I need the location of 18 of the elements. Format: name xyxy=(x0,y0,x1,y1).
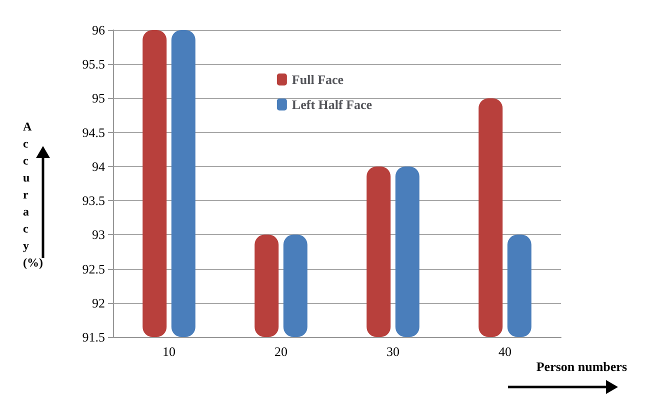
y-tick-label: 93.5 xyxy=(82,193,105,208)
text: Accuracy (%) xyxy=(23,120,43,270)
legend-label: Left Half Face xyxy=(292,97,372,112)
y-tick-label: 95 xyxy=(92,90,105,106)
x-tick-label: 40 xyxy=(498,344,512,359)
y-tick-label: 96 xyxy=(92,22,106,38)
x-tick-label: 10 xyxy=(162,344,176,359)
y-tick-label: 92 xyxy=(92,295,105,310)
x-tick-label: 30 xyxy=(386,344,400,359)
x-tick-label: 20 xyxy=(274,344,288,359)
legend-label: Full Face xyxy=(292,72,344,87)
y-tick-label: 95.5 xyxy=(82,56,105,72)
y-tick-label: 93 xyxy=(92,227,105,242)
x-axis-title: Person numbers xyxy=(536,359,627,374)
y-tick-label: 94 xyxy=(92,158,106,174)
y-tick-label: 92.5 xyxy=(82,261,105,276)
y-tick-label: 94.5 xyxy=(82,124,105,140)
y-tick-label: 91.5 xyxy=(82,330,105,344)
